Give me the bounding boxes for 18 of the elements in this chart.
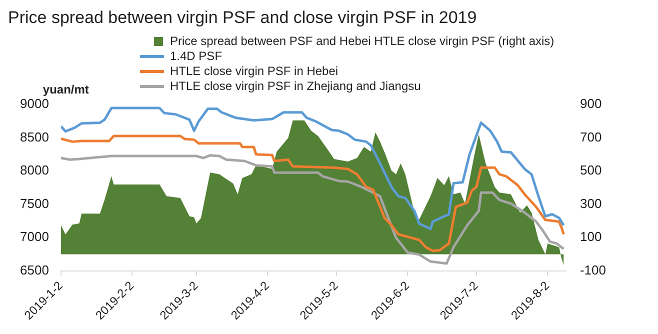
- legend-label: HTLE close virgin PSF in Hebei: [170, 64, 338, 79]
- y2-tick-label: 500: [580, 162, 602, 178]
- legend-label: Price spread between PSF and Hebei HTLE close virgin PSF (right axis): [170, 34, 554, 49]
- y2-tick-label: 300: [580, 196, 602, 211]
- y-tick-label: 7500: [20, 196, 49, 211]
- y-tick-label: 8500: [20, 129, 49, 144]
- y2-tick-label: 100: [580, 229, 602, 244]
- y2-tick-label: 900: [580, 96, 602, 111]
- legend-label: HTLE close virgin PSF in Zhejiang and Jiangsu: [170, 79, 421, 94]
- y-tick-label: 8000: [20, 162, 49, 178]
- y2-tick-label: -100: [580, 262, 606, 278]
- y2-tick-label: 700: [580, 129, 602, 144]
- chart-title: Price spread between virgin PSF and close virgin PSF in 2019: [8, 8, 477, 27]
- legend-label: 1.4D PSF: [170, 49, 222, 64]
- y-tick-label: 9000: [20, 96, 49, 111]
- y-tick-label: 7000: [20, 229, 49, 244]
- y-axis-title: yuan/mt: [42, 82, 89, 97]
- y-tick-label: 6500: [20, 262, 49, 278]
